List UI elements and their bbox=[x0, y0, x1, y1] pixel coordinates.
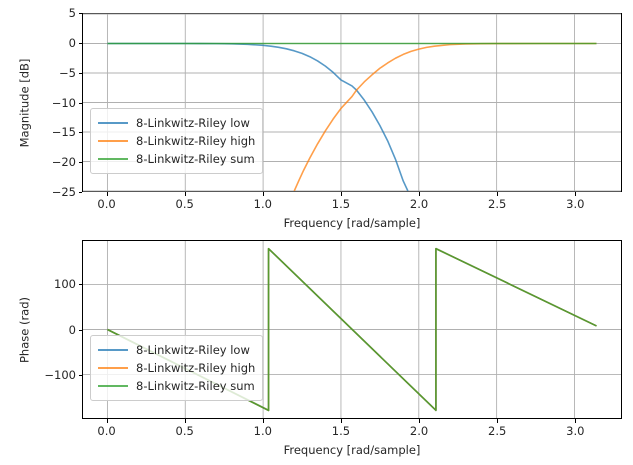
x-tick-mark bbox=[262, 192, 264, 196]
y-tick-mark bbox=[78, 374, 82, 376]
x-tick-label: 3.0 bbox=[566, 424, 585, 438]
y-tick-label: 0 bbox=[68, 35, 76, 50]
x-tick-label: 1.0 bbox=[253, 424, 272, 438]
legend-entry[interactable]: 8-Linkwitz-Riley sum bbox=[98, 377, 255, 395]
y-tick-label: −25 bbox=[51, 185, 76, 199]
x-tick-label: 1.5 bbox=[331, 197, 351, 211]
y-tick-mark bbox=[78, 329, 82, 331]
x-tick-label: 0.0 bbox=[97, 197, 116, 211]
x-tick-label: 1.5 bbox=[331, 424, 351, 438]
legend-color-swatch bbox=[98, 385, 128, 387]
legend-entry[interactable]: 8-Linkwitz-Riley sum bbox=[98, 150, 255, 168]
y-tick-label: 5 bbox=[68, 6, 76, 20]
y-tick-mark bbox=[78, 132, 82, 134]
x-tick-label: 0.0 bbox=[97, 424, 116, 438]
x-tick-mark bbox=[106, 419, 108, 423]
phase-legend: 8-Linkwitz-Riley low 8-Linkwitz-Riley hig… bbox=[90, 335, 264, 401]
x-tick-mark bbox=[575, 192, 577, 196]
legend-entry[interactable]: 8-Linkwitz-Riley low bbox=[98, 114, 255, 132]
x-tick-label: 2.5 bbox=[488, 197, 507, 211]
legend-color-swatch bbox=[98, 122, 128, 124]
legend-color-swatch bbox=[98, 158, 128, 160]
y-tick-mark bbox=[78, 284, 82, 286]
y-tick-mark bbox=[78, 42, 82, 44]
legend-entry-label: 8-Linkwitz-Riley sum bbox=[136, 379, 255, 393]
phase-x-axis-label: Frequency [rad/sample] bbox=[283, 443, 421, 457]
x-tick-mark bbox=[575, 419, 577, 423]
x-tick-mark bbox=[106, 192, 108, 196]
x-tick-label: 3.0 bbox=[566, 197, 585, 211]
magnitude-x-axis-label: Frequency [rad/sample] bbox=[283, 216, 421, 230]
legend-entry-label: 8-Linkwitz-Riley low bbox=[136, 343, 250, 357]
y-tick-label: −5 bbox=[59, 65, 76, 80]
legend-entry[interactable]: 8-Linkwitz-Riley high bbox=[98, 359, 255, 377]
x-tick-mark bbox=[419, 419, 421, 423]
legend-entry-label: 8-Linkwitz-Riley sum bbox=[136, 152, 255, 166]
y-tick-mark bbox=[78, 72, 82, 74]
x-tick-label: 2.5 bbox=[488, 424, 507, 438]
x-tick-label: 2.0 bbox=[409, 424, 429, 438]
legend-entry-label: 8-Linkwitz-Riley high bbox=[136, 361, 256, 375]
x-tick-label: 1.0 bbox=[253, 197, 272, 211]
y-tick-mark bbox=[78, 162, 82, 164]
magnitude-legend: 8-Linkwitz-Riley low 8-Linkwitz-Riley hig… bbox=[90, 108, 264, 174]
legend-entry-label: 8-Linkwitz-Riley high bbox=[136, 134, 256, 148]
x-tick-mark bbox=[184, 192, 186, 196]
y-tick-mark bbox=[78, 13, 82, 14]
y-tick-mark bbox=[78, 192, 82, 193]
y-tick-label: 100 bbox=[54, 277, 76, 292]
legend-color-swatch bbox=[98, 349, 128, 351]
y-tick-label: −20 bbox=[51, 155, 76, 170]
x-tick-mark bbox=[184, 419, 186, 423]
legend-color-swatch bbox=[98, 367, 128, 369]
y-tick-label: 0 bbox=[68, 322, 76, 337]
legend-entry[interactable]: 8-Linkwitz-Riley low bbox=[98, 341, 255, 359]
x-tick-mark bbox=[340, 192, 342, 196]
y-tick-label: −15 bbox=[51, 125, 76, 140]
legend-entry-label: 8-Linkwitz-Riley low bbox=[136, 116, 250, 130]
y-tick-label: −100 bbox=[44, 367, 76, 382]
series-line bbox=[293, 42, 597, 191]
x-tick-mark bbox=[497, 419, 499, 423]
x-tick-mark bbox=[262, 419, 264, 423]
x-tick-mark bbox=[497, 192, 499, 196]
x-tick-mark bbox=[419, 192, 421, 196]
y-tick-mark bbox=[78, 102, 82, 104]
legend-entry[interactable]: 8-Linkwitz-Riley high bbox=[98, 132, 255, 150]
x-tick-mark bbox=[340, 419, 342, 423]
x-tick-label: 0.5 bbox=[175, 424, 194, 438]
legend-color-swatch bbox=[98, 140, 128, 142]
y-tick-label: −10 bbox=[51, 95, 76, 110]
x-tick-label: 2.0 bbox=[409, 197, 429, 211]
x-tick-label: 0.5 bbox=[175, 197, 194, 211]
